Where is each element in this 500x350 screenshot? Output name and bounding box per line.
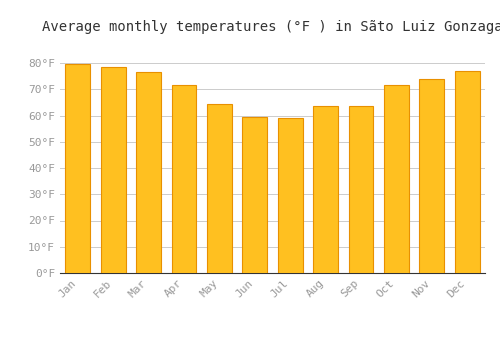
Bar xyxy=(172,85,196,273)
Title: Average monthly temperatures (°F ) in Sãto Luiz Gonzaga: Average monthly temperatures (°F ) in Sã… xyxy=(42,20,500,34)
Bar xyxy=(242,117,267,273)
Bar xyxy=(100,67,126,273)
Bar xyxy=(66,64,90,273)
Bar xyxy=(313,106,338,273)
Bar xyxy=(348,106,374,273)
Bar xyxy=(420,79,444,273)
Bar xyxy=(455,71,479,273)
Bar xyxy=(278,118,302,273)
Bar xyxy=(207,104,232,273)
Bar xyxy=(136,72,161,273)
Bar xyxy=(384,85,409,273)
